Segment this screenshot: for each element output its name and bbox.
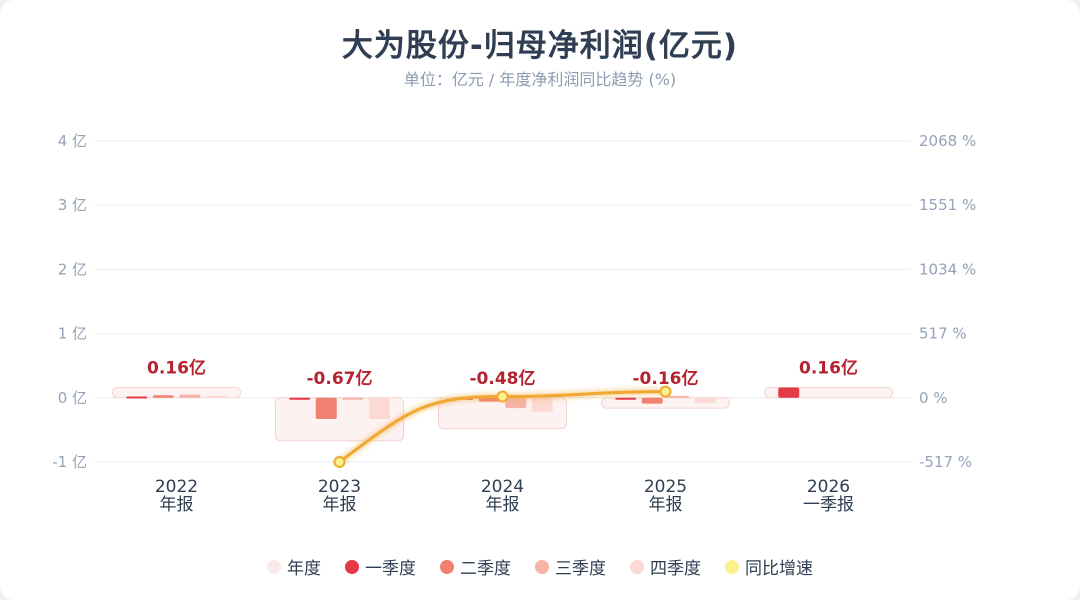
quarter-bar bbox=[342, 397, 364, 400]
quarter-bar bbox=[668, 395, 690, 398]
chart-title: 大为股份-归母净利润(亿元) bbox=[341, 28, 739, 64]
annual-value-label: 0.16亿 bbox=[147, 358, 206, 379]
quarter-bar bbox=[531, 397, 553, 412]
legend-label: 二季度 bbox=[460, 559, 511, 579]
quarter-bar bbox=[126, 396, 148, 399]
y-left-tick-label: 1 亿 bbox=[58, 325, 87, 343]
legend-swatch bbox=[267, 559, 281, 574]
legend-swatch bbox=[725, 559, 739, 574]
annual-value-label: -0.16亿 bbox=[633, 368, 699, 389]
y-left-tick-label: 0 亿 bbox=[58, 389, 87, 407]
quarter-bar bbox=[694, 397, 716, 403]
legend-item[interactable]: 三季度 bbox=[535, 554, 606, 579]
x-tick-year: 2025 bbox=[644, 477, 687, 497]
legend-swatch bbox=[345, 559, 359, 574]
annual-bar bbox=[112, 387, 241, 399]
legend-item[interactable]: 四季度 bbox=[630, 554, 701, 579]
legend-label: 年度 bbox=[287, 559, 321, 579]
y-right-tick-label: 1034 % bbox=[919, 260, 976, 278]
x-tick-year: 2023 bbox=[318, 477, 361, 497]
legend-swatch bbox=[535, 559, 549, 574]
y-left-tick-label: 3 亿 bbox=[58, 196, 87, 214]
quarter-bar bbox=[368, 397, 390, 419]
x-tick-period: 年报 bbox=[486, 495, 520, 515]
y-right-tick-label: 0 % bbox=[919, 389, 948, 407]
y-right-tick-label: 1551 % bbox=[919, 196, 976, 214]
x-tick-period: 年报 bbox=[323, 495, 357, 515]
quarter-bar bbox=[205, 395, 227, 398]
legend-label: 三季度 bbox=[555, 559, 606, 579]
x-tick-year: 2024 bbox=[481, 477, 524, 497]
legend-item[interactable]: 同比增速 bbox=[725, 554, 813, 579]
legend-item[interactable]: 二季度 bbox=[440, 554, 511, 579]
x-tick-period: 年报 bbox=[649, 495, 683, 515]
chart-subtitle: 单位：亿元 / 年度净利润同比趋势 (%) bbox=[403, 70, 677, 89]
annual-value-label: 0.16亿 bbox=[799, 358, 858, 379]
y-right-tick-label: -517 % bbox=[919, 453, 972, 471]
yoy-point bbox=[496, 390, 509, 403]
quarter-bar bbox=[315, 397, 337, 419]
quarter-bar bbox=[478, 397, 500, 402]
y-left-tick-label: 4 亿 bbox=[58, 132, 87, 150]
legend-item[interactable]: 一季度 bbox=[345, 554, 416, 579]
annual-value-label: -0.48亿 bbox=[470, 368, 536, 389]
quarter-bar bbox=[505, 397, 527, 409]
x-tick-period: 年报 bbox=[160, 495, 194, 515]
legend-label: 同比增速 bbox=[745, 559, 813, 579]
legend-item[interactable]: 年度 bbox=[267, 554, 321, 579]
y-left-tick-label: -1 亿 bbox=[52, 453, 87, 471]
yoy-point bbox=[659, 385, 672, 398]
legend-swatch bbox=[440, 559, 454, 574]
y-right-tick-label: 2068 % bbox=[919, 132, 976, 150]
quarter-bar bbox=[641, 397, 663, 404]
quarter-bar bbox=[778, 387, 800, 398]
quarter-bar bbox=[615, 397, 637, 400]
x-tick-year: 2022 bbox=[155, 477, 198, 497]
quarter-bar bbox=[179, 394, 201, 398]
y-right-tick-label: 517 % bbox=[919, 325, 967, 343]
x-tick-year: 2026 bbox=[807, 477, 850, 497]
quarter-bar bbox=[152, 395, 174, 398]
yoy-point bbox=[333, 456, 346, 468]
chart-plot: 0.16亿 -0.67亿 -0.48亿 -0.16亿 0.16亿 4 亿 2068 % 3 … bbox=[52, 132, 976, 515]
x-tick-period: 一季报 bbox=[803, 495, 854, 515]
quarter-bar bbox=[289, 397, 311, 400]
annual-value-label: -0.67亿 bbox=[307, 368, 373, 389]
legend-swatch bbox=[630, 559, 644, 574]
chart-legend: 年度 一季度 二季度 三季度 四季度 同比增速 bbox=[0, 554, 1080, 579]
legend-label: 四季度 bbox=[650, 559, 701, 579]
legend-label: 一季度 bbox=[365, 559, 416, 579]
y-left-tick-label: 2 亿 bbox=[58, 260, 87, 278]
